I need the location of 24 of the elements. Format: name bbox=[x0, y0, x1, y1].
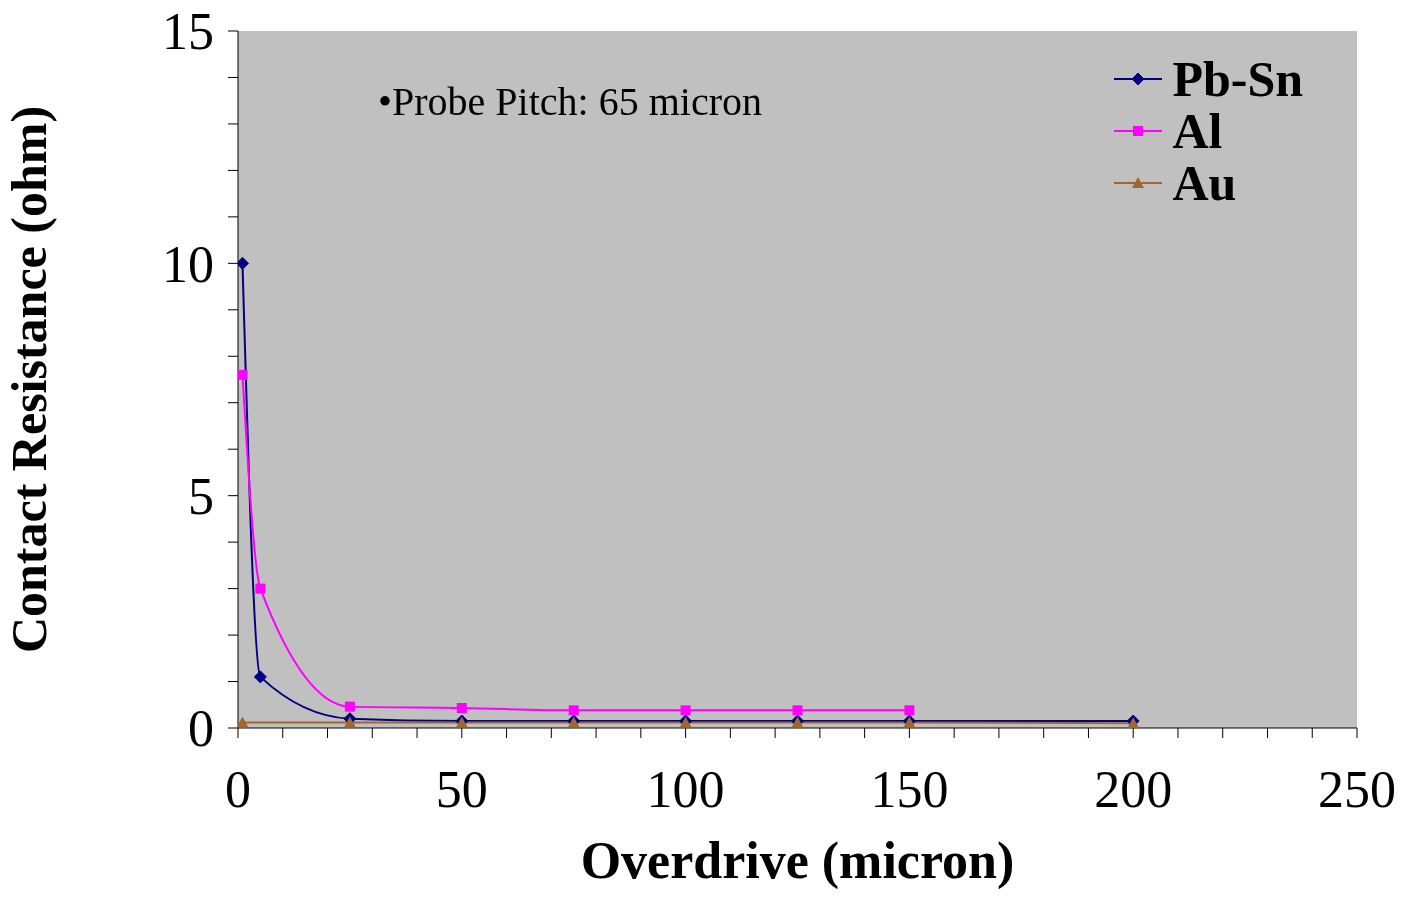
y-tick-label: 10 bbox=[162, 235, 214, 293]
x-tick-label: 250 bbox=[1318, 760, 1396, 818]
x-tick-label: 50 bbox=[435, 760, 488, 818]
point bbox=[238, 716, 249, 728]
x-tick-label: 200 bbox=[1094, 760, 1173, 818]
point bbox=[904, 705, 915, 716]
y-tick-label: 0 bbox=[188, 700, 214, 758]
x-tick-label: 150 bbox=[870, 760, 949, 818]
x-tick-label: 100 bbox=[646, 760, 725, 818]
annotation: •Probe Pitch: 65 micron bbox=[378, 78, 762, 125]
point bbox=[792, 705, 803, 716]
point bbox=[456, 703, 467, 714]
point bbox=[343, 716, 356, 728]
x-axis-title: Overdrive (micron) bbox=[580, 832, 1015, 890]
x-tick-label: 0 bbox=[225, 760, 251, 818]
point bbox=[568, 705, 579, 716]
y-tick-label: 5 bbox=[188, 468, 214, 526]
y-axis-title: Contact Resistance (ohm) bbox=[0, 105, 57, 654]
point bbox=[680, 705, 691, 716]
point bbox=[238, 369, 248, 380]
y-tick-label: 15 bbox=[162, 3, 214, 61]
point bbox=[344, 701, 355, 712]
point bbox=[255, 583, 266, 594]
point bbox=[253, 670, 267, 684]
